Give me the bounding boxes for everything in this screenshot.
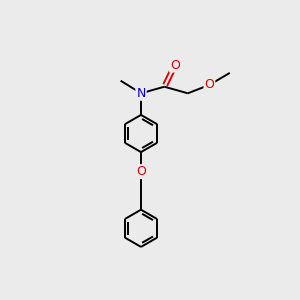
Text: O: O bbox=[205, 78, 214, 92]
Text: O: O bbox=[170, 58, 180, 72]
Text: N: N bbox=[136, 87, 146, 100]
Text: O: O bbox=[136, 165, 146, 178]
